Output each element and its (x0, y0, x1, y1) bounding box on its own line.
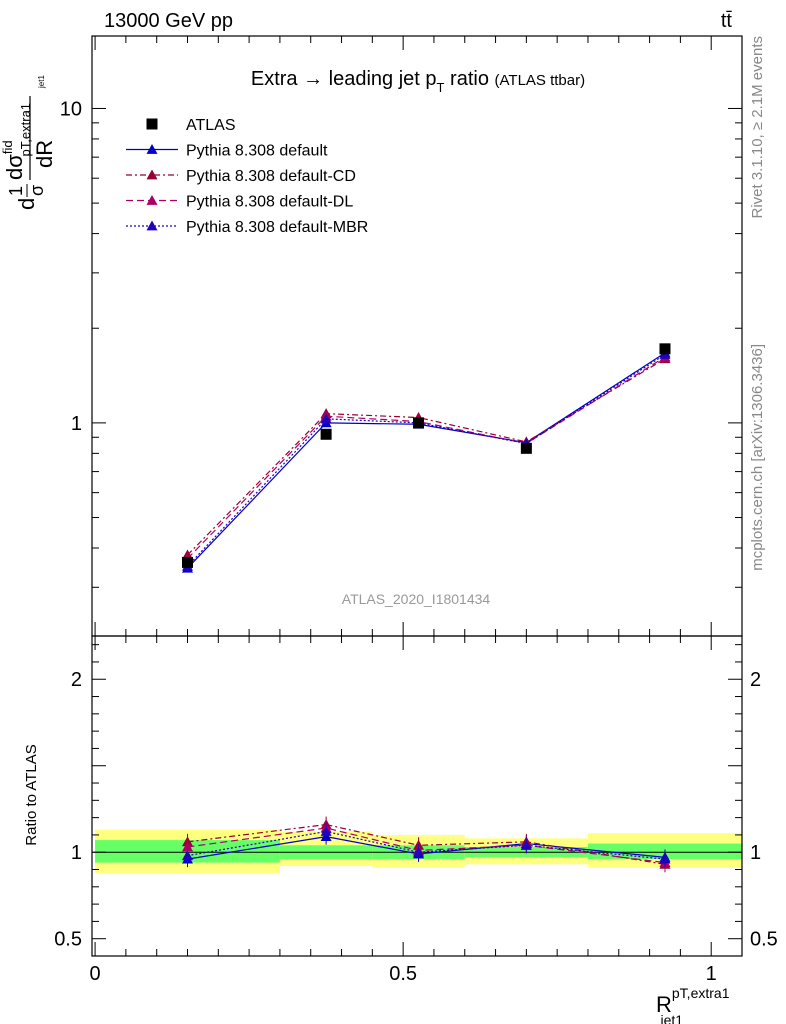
y-axis-label-frac-den: σ (27, 185, 47, 196)
x-tick-label: 0.5 (389, 963, 417, 985)
chart-title: Extra → leading jet pT ratio (ATLAS ttba… (251, 68, 585, 95)
process-label: tt̄ (721, 10, 733, 32)
data-point (181, 556, 193, 568)
legend-marker-data (146, 118, 158, 130)
ratio-marker-3 (520, 839, 532, 850)
y-axis-label-num: dσfid pT,extra1 (0, 103, 33, 180)
data-point (659, 343, 671, 355)
x-tick-label: 0 (90, 963, 101, 985)
legend-marker-3 (146, 220, 158, 231)
main-series (181, 347, 671, 573)
series-line-3 (187, 353, 666, 567)
legend-marker-2 (146, 195, 158, 205)
legend-label-0: Pythia 8.308 default (186, 143, 328, 160)
legend-marker-1 (146, 169, 158, 180)
series-line-0 (187, 352, 666, 569)
energy-label: 13000 GeV pp (104, 10, 233, 32)
axis-tick-labels: 0 0.5 1 1 10 0.5 0.5 1 1 2 2 (54, 98, 778, 985)
legend-marker-0 (146, 144, 158, 154)
data-point (413, 417, 425, 429)
ratio-y-tick-label-left: 0.5 (54, 929, 82, 951)
ratio-y-tick-label-left: 2 (71, 669, 82, 691)
legend: ATLAS Pythia 8.308 default Pythia 8.308 de… (126, 117, 368, 236)
mcplots-label: mcplots.cern.ch [arXiv:1306.3436] (749, 344, 766, 571)
analysis-watermark: ATLAS_2020_I1801434 (342, 591, 491, 607)
ratio-y-axis-label: Ratio to ATLAS (23, 744, 40, 845)
legend-label-data: ATLAS (186, 117, 236, 134)
data-point (520, 442, 532, 454)
ratio-y-tick-label-right: 1 (750, 842, 761, 864)
ratio-marker-3 (181, 850, 193, 861)
atlas-data-points (181, 343, 671, 568)
x-tick-label: 1 (706, 963, 717, 985)
ratio-marker-2 (181, 841, 193, 852)
y-axis-label-pre: d (14, 198, 39, 210)
series-line-1 (187, 358, 666, 556)
y-axis-label-frac-num: 1 (6, 186, 26, 196)
ratio-line-3 (187, 830, 666, 860)
x-axis-label: RpT,extra1 jet1 (656, 985, 730, 1024)
data-point (320, 428, 332, 440)
y-axis-label-den: dR (32, 140, 57, 168)
rivet-label: Rivet 3.1.10, ≥ 2.1M events (749, 36, 766, 219)
ratio-marker-3 (413, 846, 425, 857)
ratio-marker-3 (659, 853, 671, 864)
legend-label-3: Pythia 8.308 default-MBR (186, 219, 368, 236)
ratio-y-tick-label-right: 0.5 (750, 929, 778, 951)
series-line-2 (187, 356, 666, 560)
axis-ticks (92, 36, 743, 957)
legend-label-1: Pythia 8.308 default-CD (186, 168, 356, 185)
y-axis-label-num-subsub: jet1 (37, 75, 46, 89)
legend-label-2: Pythia 8.308 default-DL (186, 194, 353, 211)
ratio-y-tick-label-right: 2 (750, 669, 761, 691)
y-axis-label: 1 σ d dσfid pT,extra1 jet1 dR (0, 75, 57, 210)
ratio-series (181, 816, 671, 873)
ratio-plot-frame (91, 635, 743, 957)
series-marker-3 (320, 413, 332, 424)
ratio-marker-3 (320, 825, 332, 836)
ratio-y-tick-label-left: 1 (71, 842, 82, 864)
y-tick-label: 10 (60, 98, 82, 120)
y-tick-label: 1 (71, 413, 82, 435)
